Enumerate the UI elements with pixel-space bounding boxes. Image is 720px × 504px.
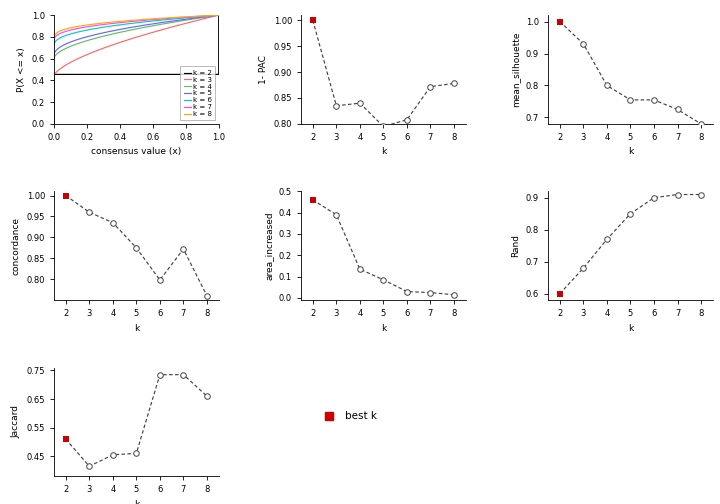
k = 7 [215, 12, 223, 18]
Line: k = 7: k = 7 [54, 15, 219, 41]
k = 4 [50, 55, 58, 61]
k = 7 [168, 15, 177, 21]
k = 3 [215, 12, 223, 18]
k = 3 [104, 44, 112, 50]
k = 5 [70, 38, 78, 44]
k = 3 [169, 24, 178, 30]
k = 6 [215, 12, 223, 18]
k = 4 [104, 32, 112, 38]
Legend: best k: best k [315, 407, 381, 425]
Line: k = 6: k = 6 [54, 15, 219, 45]
k = 5 [169, 18, 178, 24]
X-axis label: k: k [134, 500, 139, 504]
k = 5 [153, 20, 162, 26]
Y-axis label: concordance: concordance [12, 217, 21, 275]
k = 5 [104, 29, 112, 35]
k = 7 [153, 16, 162, 22]
Y-axis label: Jaccard: Jaccard [12, 405, 21, 438]
k = 4 [70, 42, 78, 48]
Line: k = 4: k = 4 [54, 15, 219, 58]
k = 7 [104, 21, 112, 27]
k = 8 [168, 15, 177, 21]
k = 3 [70, 57, 78, 64]
k = 8 [70, 24, 78, 30]
X-axis label: consensus value (x): consensus value (x) [91, 148, 181, 156]
Line: k = 8: k = 8 [54, 15, 219, 39]
k = 4 [215, 12, 223, 18]
k = 3 [153, 28, 162, 34]
k = 8 [104, 20, 112, 26]
k = 6 [50, 42, 58, 48]
k = 7 [50, 38, 58, 44]
k = 6 [168, 16, 177, 22]
k = 4 [169, 19, 178, 25]
X-axis label: k: k [134, 324, 139, 333]
Line: k = 5: k = 5 [54, 15, 219, 55]
Y-axis label: 1- PAC: 1- PAC [259, 55, 268, 84]
X-axis label: k: k [628, 324, 633, 333]
k = 8 [215, 12, 223, 18]
k = 4 [168, 19, 177, 25]
k = 8 [50, 36, 58, 42]
k = 2 [215, 72, 223, 78]
k = 6 [70, 30, 78, 36]
k = 6 [169, 16, 178, 22]
k = 8 [153, 16, 162, 22]
Line: k = 2: k = 2 [54, 15, 219, 124]
X-axis label: k: k [381, 324, 386, 333]
k = 6 [115, 22, 124, 28]
k = 2 [215, 12, 223, 18]
k = 2 [50, 121, 58, 127]
X-axis label: k: k [381, 148, 386, 156]
Legend: k = 2, k = 3, k = 4, k = 5, k = 6, k = 7, k = 8: k = 2, k = 3, k = 4, k = 5, k = 6, k = 7… [180, 67, 215, 120]
k = 7 [169, 15, 178, 21]
k = 4 [115, 29, 124, 35]
k = 5 [215, 12, 223, 18]
Y-axis label: Rand: Rand [511, 234, 521, 257]
k = 8 [169, 15, 178, 21]
k = 7 [70, 26, 78, 32]
k = 5 [168, 18, 177, 24]
k = 3 [50, 73, 58, 79]
Y-axis label: area_increased: area_increased [264, 211, 273, 280]
k = 2 [50, 72, 58, 78]
X-axis label: k: k [628, 148, 633, 156]
k = 5 [50, 52, 58, 58]
k = 5 [115, 27, 124, 33]
Y-axis label: P(X <= x): P(X <= x) [17, 47, 26, 92]
k = 3 [115, 40, 124, 46]
k = 7 [115, 20, 124, 26]
k = 4 [153, 22, 162, 28]
Line: k = 3: k = 3 [54, 15, 219, 76]
k = 6 [104, 24, 112, 30]
k = 8 [115, 19, 124, 25]
k = 6 [153, 18, 162, 24]
Y-axis label: mean_silhouette: mean_silhouette [511, 32, 521, 107]
k = 3 [168, 24, 177, 30]
